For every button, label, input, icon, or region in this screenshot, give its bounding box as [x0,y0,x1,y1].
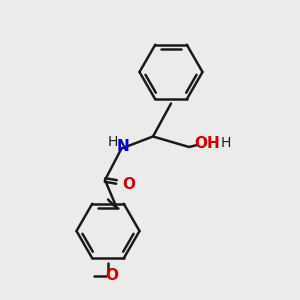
Text: OH: OH [195,136,220,151]
Text: N: N [117,139,129,154]
Text: H: H [220,136,231,150]
Text: O: O [105,268,118,284]
Text: O: O [122,177,136,192]
Text: H: H [108,135,118,149]
